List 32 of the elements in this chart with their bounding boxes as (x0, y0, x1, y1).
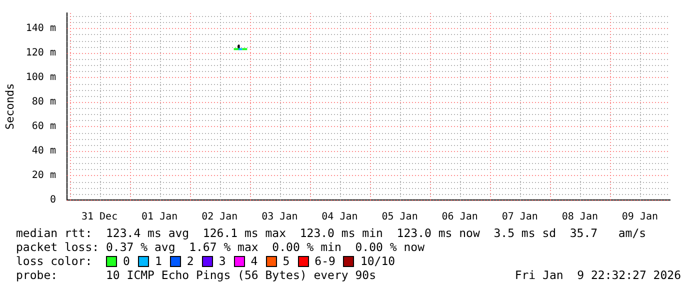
y-axis-title: Seconds (3, 83, 16, 130)
x-tick-label: 08 Jan (562, 212, 598, 223)
y-tick-label: 20 m (32, 170, 56, 182)
legend-label: 3 (218, 254, 226, 268)
legend-label: 5 (282, 254, 290, 268)
legend-title: loss color: (16, 254, 94, 268)
text: median rtt: 123.4 ms avg 126.1 ms max 123.0 ms min 123.0 ms now 3.5 ms sd 35.7 am/s (16, 226, 648, 240)
y-tick-label: 60 m (32, 121, 56, 132)
text: Fri Jan 9 22:32:27 2026 (514, 268, 681, 282)
legend-label: 4 (250, 254, 258, 268)
legend-label: 6-9 (314, 254, 336, 268)
legend-label: 0 (123, 254, 130, 268)
legend-label: 10/10 (360, 254, 396, 268)
x-tick-label: 06 Jan (442, 212, 478, 223)
x-tick-label: 07 Jan (502, 212, 538, 223)
legend-label: 2 (186, 254, 194, 268)
x-tick-label: 04 Jan (322, 212, 358, 223)
y-tick-label: 0 (50, 194, 56, 206)
text: packet loss: 0.37 % avg 1.67 % max 0.00 % min 0.00 % now (16, 240, 426, 254)
x-tick-label: 02 Jan (202, 212, 238, 223)
x-tick-label: 09 Jan (622, 212, 658, 223)
x-tick-label: 01 Jan (142, 212, 178, 223)
x-tick-label: 03 Jan (262, 212, 298, 223)
legend-label: 1 (154, 254, 162, 268)
x-tick-label: 31 Dec (81, 212, 118, 223)
y-tick-label: 40 m (32, 146, 56, 157)
y-tick-label: 100 m (26, 72, 56, 83)
text: probe: 10 ICMP Echo Pings (56 Bytes) every 90s (16, 268, 376, 282)
y-tick-label: 140 m (26, 22, 56, 34)
x-tick-label: 05 Jan (382, 212, 418, 223)
y-tick-label: 80 m (32, 96, 56, 108)
y-tick-label: 120 m (26, 47, 56, 58)
